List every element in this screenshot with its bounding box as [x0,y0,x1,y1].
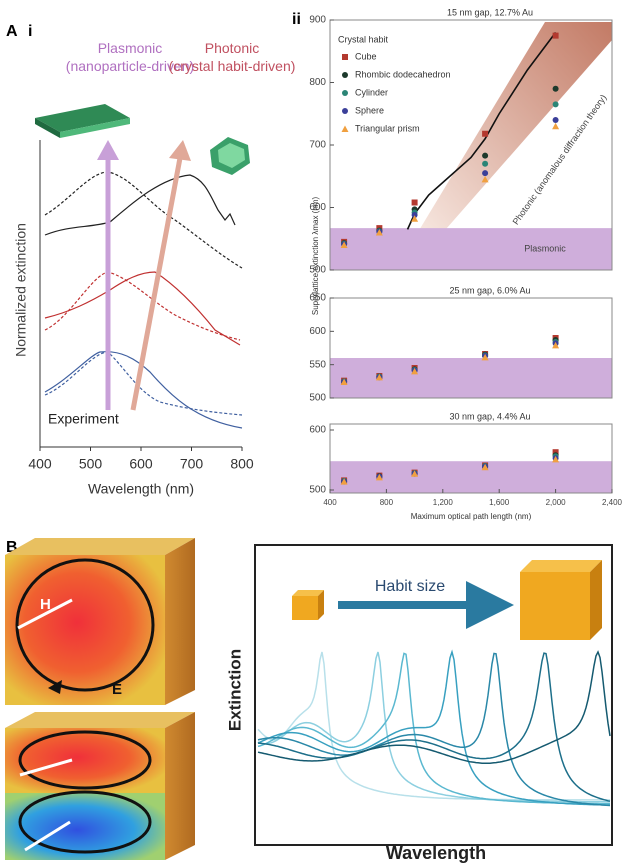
cube-face [165,538,195,705]
y-tick-label: 500 [309,393,326,404]
spectra-panel: Plasmonic(nanoparticle-driven) Photonic(… [13,40,296,497]
point [482,153,488,159]
spectrum [45,175,235,235]
y-tick-label: 800 [309,77,326,88]
legend-label: Triangular prism [355,123,420,133]
x-axis-label: Wavelength (nm) [88,481,194,497]
cube-face [5,793,165,860]
cube-face [165,712,195,860]
field-label: H [40,596,51,613]
cube-face [5,555,165,705]
x-tick-label: 400 [28,456,52,472]
arrow [97,140,119,160]
legend-title: Crystal habit [338,34,389,44]
arrow [169,140,191,161]
panel-label: ii [292,11,301,28]
x-tick-label: 400 [323,498,337,507]
legend-marker [342,72,348,78]
legend-label: Cylinder [355,87,388,97]
x-tick-label: 1,600 [489,498,510,507]
y-axis-label: Extinction [225,649,244,731]
x-tick-label: 2,000 [546,498,567,507]
spectrum [45,172,242,268]
y-tick-label: 600 [309,326,326,337]
x-tick-label: 500 [79,456,103,472]
plasmonic-band [330,461,612,493]
point [553,33,559,39]
y-axis-label: Normalized extinction [13,223,29,357]
point [412,200,418,206]
schematic-panel: Habit size Extinction Wavelength [225,545,612,863]
point [482,161,488,167]
point [482,170,488,176]
legend-marker [342,54,348,60]
annotation: Habit size [375,578,445,595]
figure: A i ii Plasmonic(nanoparticle-driven) Ph… [0,0,624,866]
x-tick-label: 700 [180,456,204,472]
y-tick-label: 500 [309,485,326,496]
x-axis-label: Wavelength [386,843,486,863]
legend-marker [342,126,349,133]
y-tick-label: 550 [309,359,326,370]
large-cube [590,560,602,640]
chart-title: 30 nm gap, 4.4% Au [449,411,530,421]
panel-label: A [6,23,18,40]
x-axis-label: Maximum optical path length (nm) [411,512,532,521]
plasmonic-band [330,358,612,398]
point [553,101,559,107]
large-cube [520,560,602,572]
point [552,123,559,130]
x-tick-label: 600 [129,456,153,472]
field-maps: B H E [5,538,195,860]
legend-label: Cube [355,51,377,61]
point [553,86,559,92]
legend-label: Rhombic dodecahedron [355,69,451,79]
panel-label: i [28,23,32,40]
legend-marker [342,108,348,114]
page: A i ii Plasmonic(nanoparticle-driven) Ph… [0,0,624,866]
cube-face [5,712,195,728]
small-cube [292,596,318,620]
x-tick-label: 800 [380,498,394,507]
cube-face [5,728,165,793]
y-tick-label: 650 [309,293,326,304]
point [482,131,488,137]
x-tick-label: 2,400 [602,498,623,507]
y-tick-label: 600 [309,425,326,436]
annotation: Experiment [48,411,119,427]
cube-face [5,538,195,555]
y-tick-label: 900 [309,15,326,26]
point [553,117,559,123]
annotation: Photonic(crystal habit-driven) [169,40,296,74]
band-label: Plasmonic [524,243,566,253]
chart-title: 15 nm gap, 12.7% Au [447,7,533,17]
plasmonic-band [330,228,612,270]
y-tick-label: 700 [309,140,326,151]
field-label: E [112,681,122,698]
legend-marker [342,90,348,96]
x-tick-label: 800 [230,456,254,472]
arrow [133,158,180,410]
large-cube [520,572,590,640]
legend-label: Sphere [355,105,384,115]
spectrum [45,272,240,340]
x-tick-label: 1,200 [433,498,454,507]
chart-title: 25 nm gap, 6.0% Au [449,285,530,295]
spectrum [45,272,240,345]
